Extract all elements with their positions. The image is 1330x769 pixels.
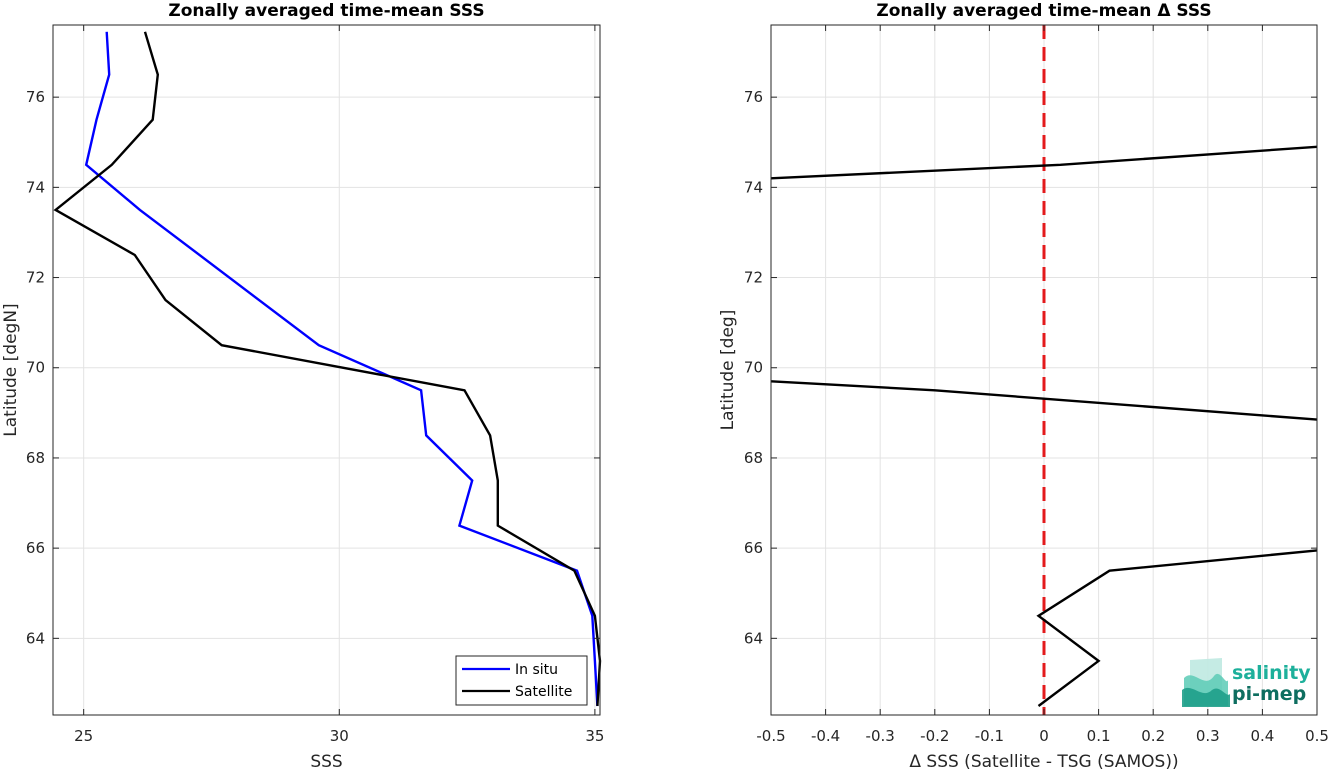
legend-label-satellite: Satellite <box>515 684 572 700</box>
left-series-line-satellite <box>53 31 602 707</box>
left-ticks: 25 30 35 64 66 68 70 72 74 76 <box>26 25 604 745</box>
left-y-tick-label: 70 <box>26 359 45 377</box>
right-series <box>770 145 1318 707</box>
left-series-line-in-situ <box>84 31 599 707</box>
left-y-tick-label: 64 <box>26 629 45 647</box>
left-x-tick-label: 35 <box>585 727 604 745</box>
left-x-label: SSS <box>310 752 342 769</box>
right-y-label: Latitude [deg] <box>718 310 738 431</box>
right-y-tick-label: 64 <box>744 629 763 647</box>
left-x-tick-label: 30 <box>330 727 349 745</box>
right-y-tick-label: 74 <box>744 178 763 196</box>
right-x-tick-label: 0 <box>1039 727 1049 745</box>
right-x-tick-label: -0.3 <box>866 727 895 745</box>
left-title: Zonally averaged time-mean SSS <box>168 1 484 21</box>
right-panel: -0.5 -0.4 -0.3 -0.2 -0.1 0 0.1 0.2 0.3 0.4 0.5 64 66… <box>718 1 1329 769</box>
right-series-line-segment-3 <box>1036 549 1318 707</box>
left-y-tick-label: 66 <box>26 539 45 557</box>
right-y-tick-label: 66 <box>744 539 763 557</box>
left-y-label: Latitude [degN] <box>1 303 21 436</box>
right-x-label: Δ SSS (Satellite - TSG (SAMOS)) <box>909 752 1178 769</box>
right-x-tick-label: -0.5 <box>756 727 785 745</box>
left-y-tick-label: 72 <box>26 269 45 287</box>
right-x-tick-label: 0.3 <box>1196 727 1220 745</box>
right-x-tick-label: -0.2 <box>920 727 949 745</box>
right-x-tick-label: -0.1 <box>975 727 1004 745</box>
right-series-line-segment-1 <box>770 145 1318 180</box>
right-y-tick-label: 76 <box>744 88 763 106</box>
salinity-pi-mep-logo: salinity pi-mep <box>1182 658 1311 707</box>
right-x-tick-label: 0.5 <box>1305 727 1329 745</box>
right-y-tick-label: 72 <box>744 269 763 287</box>
left-x-tick-label: 25 <box>74 727 93 745</box>
right-y-tick-label: 68 <box>744 449 763 467</box>
left-y-tick-label: 74 <box>26 178 45 196</box>
right-x-tick-label: -0.4 <box>811 727 840 745</box>
right-x-tick-label: 0.2 <box>1141 727 1165 745</box>
right-ticks: -0.5 -0.4 -0.3 -0.2 -0.1 0 0.1 0.2 0.3 0.4 0.5 64 66… <box>744 25 1329 745</box>
legend-label-in-situ: In situ <box>515 662 558 678</box>
left-plot-area <box>53 25 600 715</box>
right-x-tick-label: 0.1 <box>1087 727 1111 745</box>
left-grid <box>53 25 600 715</box>
logo-wave-icon <box>1182 658 1230 707</box>
logo-text-pi-mep: pi-mep <box>1232 683 1306 705</box>
right-y-tick-label: 70 <box>744 359 763 377</box>
left-y-tick-label: 68 <box>26 449 45 467</box>
left-series <box>53 31 602 707</box>
right-x-tick-label: 0.4 <box>1250 727 1274 745</box>
right-title: Zonally averaged time-mean Δ SSS <box>876 1 1211 21</box>
legend: In situ Satellite <box>455 655 588 706</box>
right-series-line-segment-2 <box>770 380 1318 421</box>
left-axes-box <box>52 24 601 716</box>
logo-text-salinity: salinity <box>1232 662 1311 684</box>
legend-box <box>455 655 588 706</box>
left-y-tick-label: 76 <box>26 88 45 106</box>
left-panel: 25 30 35 64 66 68 70 72 74 76 Zonally averaged ti… <box>1 1 604 769</box>
